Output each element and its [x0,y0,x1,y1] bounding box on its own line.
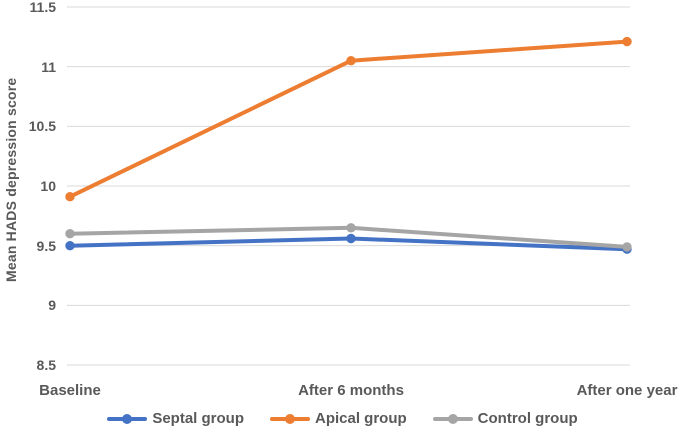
plot-area [65,6,632,366]
y-tick-label: 8.5 [36,357,56,373]
y-tick-label: 10 [40,178,56,194]
legend-label: Control group [477,410,578,427]
y-tick-label: 10.5 [28,118,56,135]
legend-item-septal-group: Septal group [107,410,244,427]
legend-item-apical-group: Apical group [270,410,407,427]
y-tick-label: 11 [41,58,56,75]
x-axis-label: Baseline [39,382,101,399]
x-axis-label: After one year [576,382,678,399]
data-point-septal-group [346,233,356,244]
data-point-apical-group [622,36,632,47]
data-point-apical-group [346,56,356,66]
legend-marker-icon [432,416,473,421]
y-tick-label: 11.5 [29,0,56,15]
y-tick-label: 9.5 [36,237,56,254]
data-point-control-group [622,242,632,252]
data-point-control-group [65,229,75,239]
y-tick-label: 9 [48,297,56,314]
legend-label: Apical group [315,410,407,427]
data-point-septal-group [65,241,75,251]
legend-label: Septal group [152,410,244,427]
legend-marker-icon [107,416,148,421]
x-axis-label: After 6 months [298,382,404,399]
legend-item-control-group: Control group [432,410,578,427]
legend-marker-icon [270,416,310,421]
data-point-control-group [346,223,356,233]
legend: Septal group Apical group Control group [0,410,685,427]
data-point-apical-group [65,192,75,202]
series-line-apical-group [68,39,629,199]
